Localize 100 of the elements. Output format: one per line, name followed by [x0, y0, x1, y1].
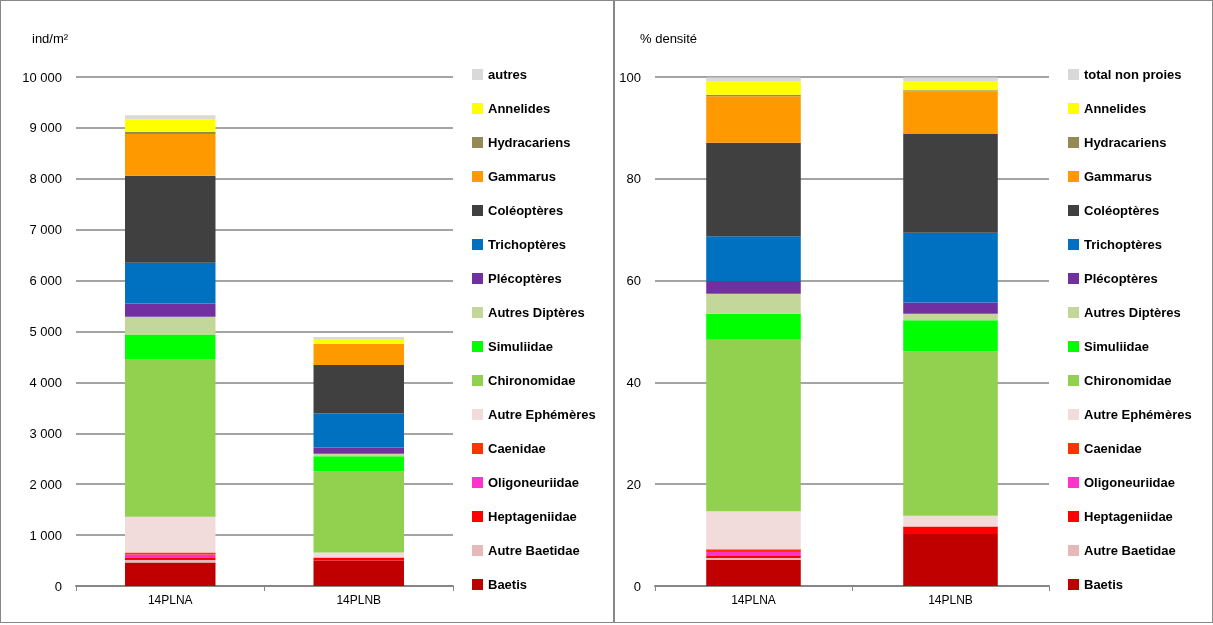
legend-label: Gammarus [488, 169, 556, 184]
legend-label: Autre Baetidae [488, 543, 580, 558]
bar [903, 302, 998, 314]
legend-label: Coléoptères [488, 203, 564, 218]
bar [903, 134, 998, 233]
bar [706, 293, 801, 314]
bar [313, 552, 404, 558]
bar [125, 131, 216, 135]
bar [125, 562, 216, 586]
y-tick-label: 100 [619, 69, 641, 85]
bar [903, 313, 998, 321]
bar [903, 351, 998, 516]
bar [903, 77, 998, 82]
legend-label: Baetis [1084, 577, 1124, 592]
legend-label: Autre Ephémères [1084, 407, 1192, 422]
bar [903, 232, 998, 303]
x-tick-label: 14PLNA [147, 593, 193, 607]
y-tick-label: 2 000 [29, 476, 62, 492]
bar [903, 526, 998, 535]
legend-label: Simuliidae [488, 339, 554, 354]
legend-label: Autre Baetidae [1084, 543, 1176, 558]
y-axis-title: % densité [640, 31, 698, 46]
bar [313, 339, 404, 344]
x-tick-label: 14PLNB [336, 593, 382, 607]
legend-label: Annelides [1084, 101, 1147, 116]
bar [706, 313, 801, 340]
bar [125, 358, 216, 517]
legend-label: Trichoptères [1084, 237, 1163, 252]
bar [125, 303, 216, 317]
y-tick-label: 80 [626, 171, 641, 187]
y-tick-label: 4 000 [29, 374, 62, 390]
bar [706, 281, 801, 294]
y-tick-label: 0 [54, 578, 62, 594]
bar [706, 560, 801, 586]
bar [125, 115, 216, 120]
legend-label: Plécoptères [488, 271, 562, 286]
bar [313, 447, 404, 454]
bar [125, 175, 216, 263]
legend-label: Oligoneuriidae [1084, 475, 1176, 490]
bar [903, 534, 998, 586]
legend-label: Autres Diptères [1084, 305, 1181, 320]
bar [706, 551, 801, 556]
legend-label: autres [488, 67, 528, 82]
bar [313, 471, 404, 553]
y-tick-label: 20 [626, 476, 641, 492]
y-tick-label: 7 000 [29, 222, 62, 238]
legend-label: Coléoptères [1084, 203, 1160, 218]
legend-label: Caenidae [1084, 441, 1142, 456]
bar [125, 334, 216, 359]
bar [125, 516, 216, 553]
bar [706, 511, 801, 550]
y-tick-label: 3 000 [29, 425, 62, 441]
legend-label: Baetis [488, 577, 528, 592]
bar [313, 365, 404, 414]
legend-label: Chironomidae [488, 373, 576, 388]
y-tick-label: 40 [626, 374, 641, 390]
bar [903, 320, 998, 352]
bar [706, 77, 801, 82]
bar [125, 262, 216, 304]
legend-label: Trichoptères [488, 237, 567, 252]
y-tick-label: 1 000 [29, 527, 62, 543]
legend-label: Gammarus [1084, 169, 1152, 184]
bar [125, 134, 216, 176]
y-tick-label: 5 000 [29, 324, 62, 339]
legend-label: Annelides [488, 101, 551, 116]
bar [706, 339, 801, 512]
legend-label: Heptageniidae [488, 509, 577, 524]
legend-label: Caenidae [488, 441, 546, 456]
y-tick-label: 60 [626, 273, 641, 289]
legend-label: Oligoneuriidae [488, 475, 580, 490]
y-tick-label: 6 000 [29, 273, 62, 289]
bar [125, 119, 216, 132]
legend-label: Hydracariens [488, 135, 571, 150]
bar [313, 343, 404, 366]
legend-label: Heptageniidae [1084, 509, 1173, 524]
bar [706, 236, 801, 282]
legend-label: Hydracariens [1084, 135, 1167, 150]
y-tick-label: 0 [633, 578, 641, 594]
bar [903, 91, 998, 135]
legend-label: Plécoptères [1084, 271, 1158, 286]
bar [706, 142, 801, 237]
bar [706, 549, 801, 552]
bar [903, 81, 998, 91]
bar [706, 81, 801, 95]
bar [313, 337, 404, 340]
legend-label: total non proies [1084, 67, 1182, 82]
bar [125, 554, 216, 559]
x-tick-label: 14PLNB [928, 593, 973, 607]
bar [313, 413, 404, 448]
bar [313, 560, 404, 586]
legend-label: Autre Ephémères [488, 407, 596, 422]
bar [313, 456, 404, 472]
legend-label: Autres Diptères [488, 305, 585, 320]
y-tick-label: 10 000 [22, 69, 62, 85]
bar [706, 96, 801, 143]
y-tick-label: 9 000 [29, 120, 62, 136]
x-tick-label: 14PLNA [731, 593, 776, 607]
y-axis-title: ind/m² [32, 31, 69, 46]
y-tick-label: 8 000 [29, 171, 62, 187]
bar [313, 557, 404, 561]
